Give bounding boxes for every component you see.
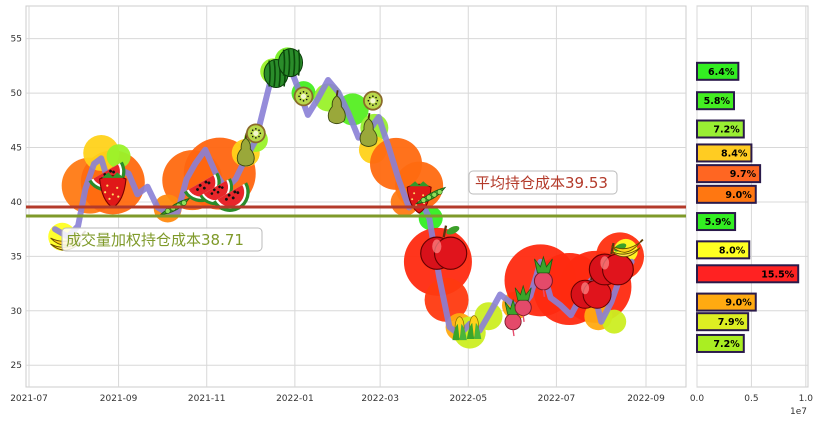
pear-icon: [359, 113, 378, 147]
dist-bar-label: 9.0%: [725, 190, 752, 201]
kiwi-icon: [293, 86, 314, 107]
dist-bar: [696, 212, 737, 232]
dist-scale-label: 1e7: [790, 407, 807, 417]
cost-blob: [602, 309, 627, 334]
price-line: [52, 57, 635, 338]
dist-bar: [696, 61, 740, 81]
pear-icon: [327, 90, 346, 125]
watermelon-slice-icon: [212, 182, 250, 212]
dist-bar-label: 5.9%: [705, 217, 732, 228]
x-tick-label: 2022-03: [361, 394, 399, 404]
dist-bar-label: 7.2%: [713, 125, 740, 136]
avg-cost-annotation: 平均持仓成本39.53: [468, 170, 618, 195]
dist-bar: [696, 333, 745, 353]
y-tick-label: 50: [11, 89, 23, 99]
y-tick-label: 30: [11, 307, 23, 317]
vwap-cost-label: 成交量加权持仓成本38.71: [66, 231, 244, 249]
apple-icon: [588, 242, 634, 286]
dist-bar: [696, 292, 757, 312]
x-tick-label: 2021-07: [10, 394, 48, 404]
peas-icon: [414, 186, 447, 205]
avg-cost-label-box: [468, 170, 618, 195]
dist-bars: 6.4% 5.8% 7.2% 8.4% 9.7% 9.0% 5.9% 8.0% 15.5% 9.0…: [696, 61, 800, 353]
dist-bar-label: 6.4%: [708, 67, 735, 78]
cost-lines: [26, 205, 686, 218]
dist-bar: [696, 184, 757, 204]
kiwi-icon: [245, 123, 266, 144]
dist-bar: [696, 164, 762, 184]
price-line-layer: [52, 57, 635, 338]
cost-blob: [106, 144, 131, 169]
radish-icon: [514, 284, 532, 322]
dist-bar: [696, 119, 745, 139]
dist-bar-label: 7.9%: [718, 317, 745, 328]
x-tick-label: 2022-05: [449, 394, 487, 404]
dist-bar-label: 15.5%: [761, 269, 794, 280]
dist-bar-label: 9.7%: [730, 169, 757, 180]
dist-bar: [696, 312, 750, 332]
distribution-chart: 6.4% 5.8% 7.2% 8.4% 9.7% 9.0% 5.9% 8.0% 15.5% 9.0…: [690, 5, 813, 417]
main-axis-ticks: 25 30 35 40 45 50 55 2021-07 2021-09 2021-11 2022-…: [10, 35, 665, 404]
kiwi-icon: [363, 90, 383, 111]
apple-icon: [420, 225, 468, 270]
dist-bar: [696, 264, 800, 284]
corn-icon: [466, 315, 482, 340]
y-tick-label: 45: [11, 144, 22, 154]
watermelon-icon: [278, 48, 304, 78]
corn-icon: [452, 316, 467, 341]
y-tick-label: 35: [11, 252, 22, 262]
dist-bar: [696, 91, 735, 111]
avg-cost-label: 平均持仓成本39.53: [475, 174, 608, 192]
x-tick-label: 2021-11: [188, 394, 226, 404]
fruit-icons: [50, 48, 644, 341]
x-tick-label: 2022-07: [538, 394, 576, 404]
dist-bar-label: 8.0%: [719, 245, 746, 256]
dist-bar-label: 7.2%: [713, 339, 740, 350]
x-tick-label: 2022-01: [276, 394, 314, 404]
dist-bar: [696, 240, 751, 260]
x-tick-label: 2021-09: [100, 394, 138, 404]
dist-bar-label: 8.4%: [721, 148, 748, 159]
main-chart: 25 30 35 40 45 50 55 2021-07 2021-09 2021-11 2022-…: [10, 5, 687, 404]
radish-icon: [533, 255, 553, 297]
y-tick-label: 55: [11, 35, 22, 45]
dist-x-tick-label: 0.5: [744, 394, 758, 404]
dist-x-tick-label: 1.0: [799, 394, 814, 404]
banana-icon: [611, 238, 644, 258]
vwap-cost-label-box: [61, 227, 263, 252]
x-tick-label: 2022-09: [627, 394, 665, 404]
pear-icon: [236, 132, 255, 167]
y-tick-label: 25: [11, 361, 22, 371]
dist-bar: [696, 143, 753, 163]
dist-axis-ticks: 0.0 0.5 1.0: [690, 394, 813, 404]
vwap-cost-annotation: 成交量加权持仓成本38.71: [61, 227, 263, 252]
y-tick-label: 40: [11, 198, 23, 208]
dist-bar-label: 5.8%: [704, 96, 731, 107]
dist-bar-label: 9.0%: [725, 298, 752, 309]
strawberry-icon: [99, 172, 127, 209]
dist-x-tick-label: 0.0: [690, 394, 705, 404]
